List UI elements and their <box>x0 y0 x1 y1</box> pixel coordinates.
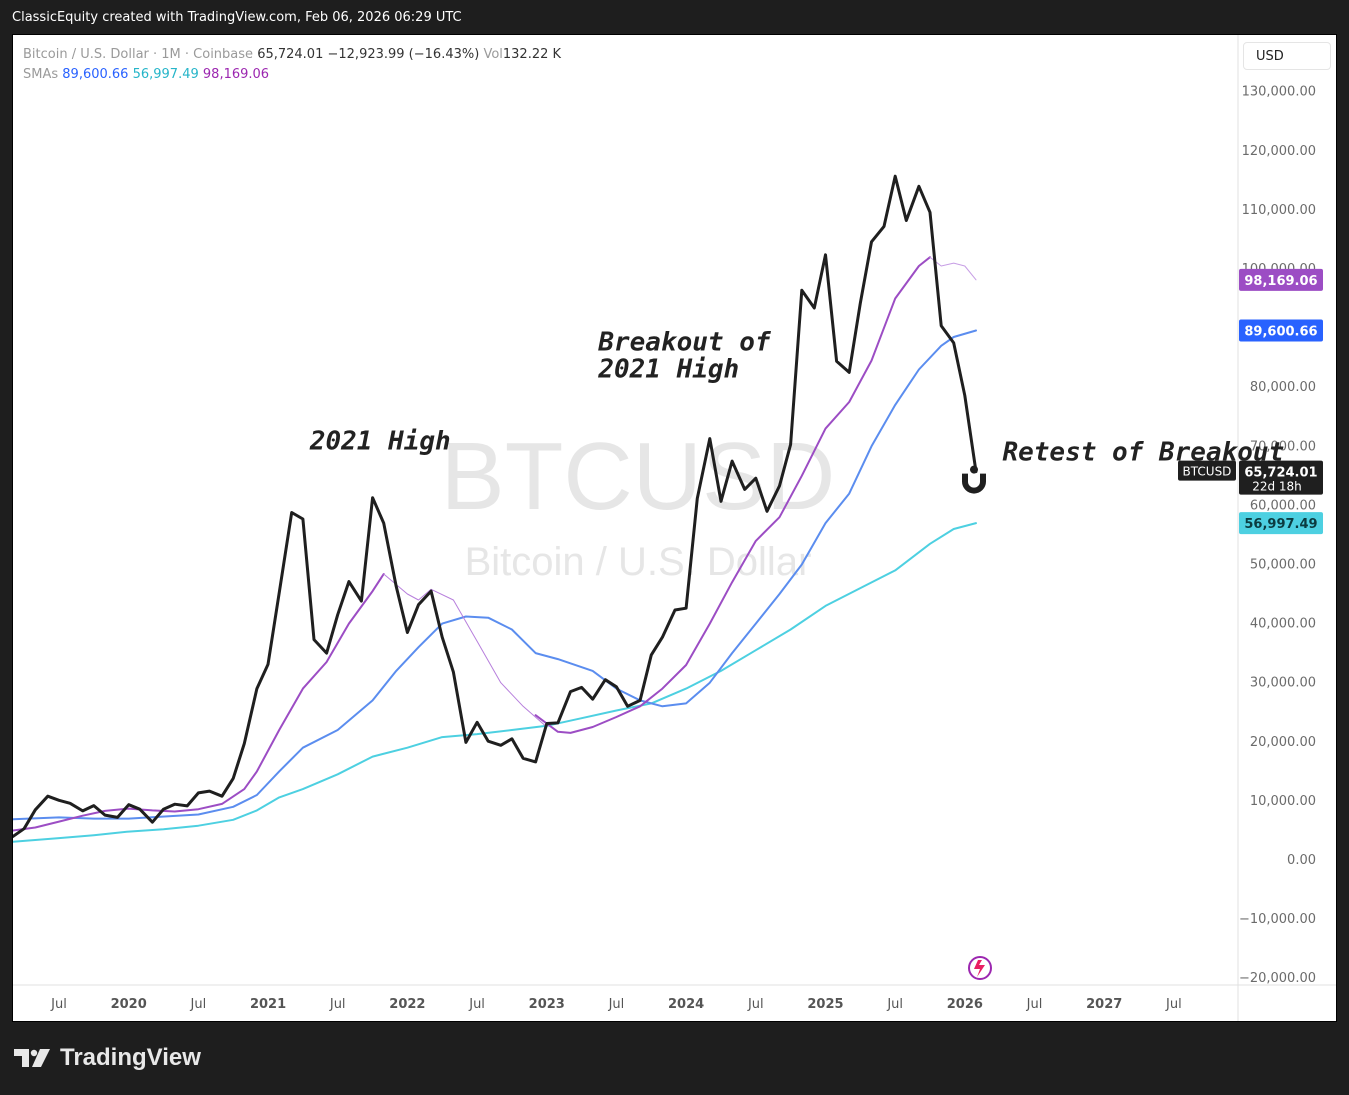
x-tick-label: 2024 <box>668 997 704 1012</box>
price-axis-label-bg <box>1239 460 1323 495</box>
annotation-text: 2021 High <box>597 355 739 385</box>
chart-attribution: ClassicEquity created with TradingView.c… <box>12 10 462 25</box>
symbol-line: Bitcoin / U.S. Dollar · 1M · Coinbase <box>23 47 254 62</box>
price-change: −12,923.99 (−16.43%) <box>327 47 480 62</box>
x-tick-label: 2020 <box>111 997 147 1012</box>
last-point-marker <box>969 465 978 474</box>
x-tick-label: Jul <box>747 997 764 1012</box>
x-tick-label: 2022 <box>389 997 425 1012</box>
last-price: 65,724.01 <box>257 47 324 62</box>
y-tick-label: 130,000.00 <box>1242 85 1316 100</box>
price-axis-label: 56,997.49 <box>1244 517 1317 532</box>
x-tick-label: 2023 <box>529 997 565 1012</box>
tradingview-logo-icon <box>14 1049 50 1067</box>
annotation-text: 2021 High <box>309 426 451 456</box>
replay-icon <box>968 956 992 980</box>
series-line-sma-purple <box>13 573 385 832</box>
x-tick-label: 2026 <box>947 997 983 1012</box>
chart-panel[interactable]: BTCUSD Bitcoin / U.S. Dollar 130,000.00 120… <box>12 34 1337 1022</box>
x-tick-label: Jul <box>329 997 346 1012</box>
sma-value-2: 56,997.49 <box>132 67 199 82</box>
x-tick-label: 2021 <box>250 997 286 1012</box>
annotation-text: Breakout of <box>597 328 772 358</box>
series-line-sma-purple-thin <box>383 573 548 728</box>
y-tick-label: −10,000.00 <box>1239 912 1316 927</box>
y-tick-label: 110,000.00 <box>1242 203 1316 218</box>
y-tick-label: 50,000.00 <box>1250 558 1316 573</box>
watermark-symbol: BTCUSD <box>441 423 836 530</box>
brand-name: TradingView <box>60 1044 201 1071</box>
sma-value-3: 98,169.06 <box>202 67 270 82</box>
x-tick-label: Jul <box>1165 997 1182 1012</box>
y-tick-label: 60,000.00 <box>1250 498 1316 513</box>
y-tick-label: 120,000.00 <box>1242 144 1316 159</box>
x-tick-label: Jul <box>886 997 903 1012</box>
bolt-icon <box>974 960 985 977</box>
volume-label: Vol <box>483 47 503 62</box>
price-axis-label: 65,724.01 <box>1244 466 1317 481</box>
sma-value-1: 89,600.66 <box>62 67 129 82</box>
y-tick-label: 70,000.00 <box>1250 439 1316 454</box>
price-axis-label-bg <box>1239 319 1323 342</box>
y-tick-label: −20,000.00 <box>1239 971 1316 986</box>
volume-value: 132.22 K <box>502 47 562 62</box>
price-axis-label-bg <box>1239 268 1323 291</box>
price-axis-label: 89,600.66 <box>1244 324 1317 339</box>
y-tick-label: 0.00 <box>1287 853 1316 868</box>
countdown-label: 22d 18h <box>1252 480 1302 494</box>
y-tick-label: 10,000.00 <box>1250 794 1316 809</box>
x-tick-label: 2027 <box>1086 997 1122 1012</box>
y-tick-label: 30,000.00 <box>1250 676 1316 691</box>
x-tick-label: Jul <box>468 997 485 1012</box>
series-line-sma-cyan <box>13 522 977 843</box>
watermark-name: Bitcoin / U.S. Dollar <box>465 540 812 584</box>
annotation-text: Retest of Breakout <box>1002 437 1284 467</box>
currency-button[interactable]: USD <box>1243 42 1331 70</box>
magnet-icon <box>961 473 986 494</box>
price-chart[interactable]: BTCUSD Bitcoin / U.S. Dollar 130,000.00 120… <box>13 35 1336 1021</box>
price-axis-label: 98,169.06 <box>1244 274 1317 289</box>
series-line-sma-blue <box>13 329 977 821</box>
price-axis-label-bg <box>1239 512 1323 535</box>
y-tick-label: 40,000.00 <box>1250 617 1316 632</box>
x-tick-label: Jul <box>190 997 207 1012</box>
tradingview-logo[interactable]: TradingView <box>14 1044 201 1072</box>
series-line-price <box>13 174 978 838</box>
chart-legend: Bitcoin / U.S. Dollar · 1M · Coinbase 65… <box>23 45 561 85</box>
x-tick-label: Jul <box>1026 997 1043 1012</box>
y-tick-label: 80,000.00 <box>1250 380 1316 395</box>
x-tick-label: 2025 <box>807 997 843 1012</box>
series-line-sma-purple-thin2 <box>929 256 977 281</box>
sma-label: SMAs <box>23 67 59 82</box>
x-tick-label: Jul <box>50 997 67 1012</box>
x-tick-label: Jul <box>608 997 625 1012</box>
symbol-tag: BTCUSD <box>1183 465 1232 479</box>
series-line-sma-purple2 <box>534 256 931 734</box>
symbol-tag-bg <box>1178 460 1236 481</box>
y-tick-label: 20,000.00 <box>1250 735 1316 750</box>
